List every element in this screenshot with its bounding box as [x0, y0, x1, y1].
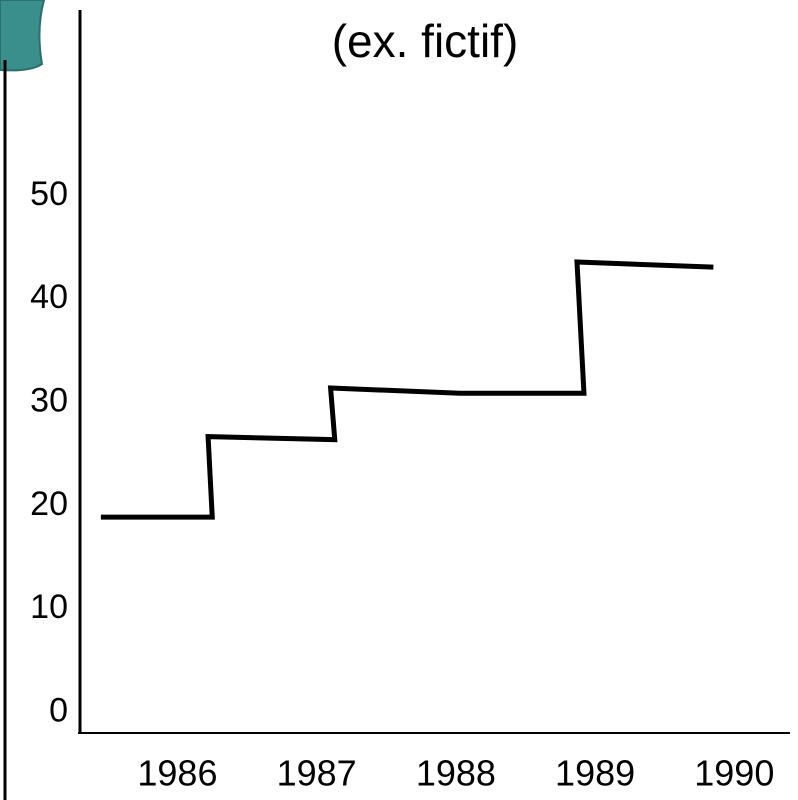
chart-title: (ex. fictif)	[332, 15, 519, 67]
x-tick-label: 1987	[277, 753, 357, 794]
y-tick-label: 20	[30, 485, 68, 523]
y-tick-label: 40	[30, 278, 68, 316]
x-tick-label: 1988	[416, 753, 496, 794]
y-tick-label: 50	[30, 175, 68, 213]
line	[100, 259, 714, 520]
y-tick-label: 0	[49, 691, 68, 729]
y-tick-label: 10	[30, 588, 68, 626]
x-tick-label: 1990	[694, 753, 774, 794]
x-tick-label: 1989	[555, 753, 635, 794]
x-tick-label: 1986	[137, 753, 217, 794]
decoration	[0, 0, 46, 72]
y-tick-label: 30	[30, 381, 68, 419]
